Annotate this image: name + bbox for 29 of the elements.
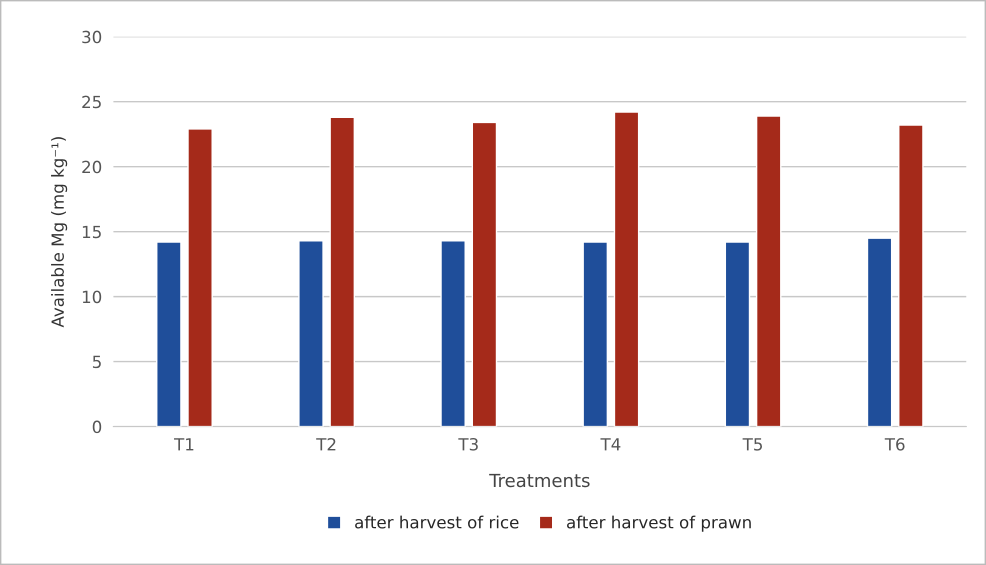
y-tick-label: 15 [82, 226, 101, 238]
bar [866, 237, 892, 427]
y-tick-label: 0 [92, 420, 102, 434]
y-tick-label: 10 [82, 290, 102, 304]
y-tick-label: 25 [82, 96, 101, 108]
bar [756, 115, 782, 427]
bar [440, 240, 466, 427]
x-tick-label: T6 [884, 438, 905, 451]
y-tick-label: 30 [82, 30, 102, 44]
x-tick-label: T1 [174, 438, 194, 450]
x-tick-label: T3 [458, 438, 478, 451]
bar [298, 240, 324, 427]
bar [472, 122, 498, 427]
bar [156, 241, 182, 427]
bar [724, 241, 750, 427]
bar [582, 241, 608, 427]
x-axis-title: Treatments [489, 474, 590, 488]
y-axis-title: Available Mg (mg kg⁻¹) [51, 137, 68, 328]
y-tick-label: 20 [82, 160, 102, 174]
legend-label: after harvest of rice [355, 516, 518, 529]
x-tick-label: T4 [600, 438, 620, 450]
bar [329, 116, 356, 427]
bar [187, 128, 213, 427]
y-tick-label: 5 [92, 356, 101, 368]
x-tick-label: T5 [742, 438, 762, 451]
bar [614, 111, 640, 427]
bar [898, 124, 924, 427]
legend-label: after harvest of prawn [567, 516, 751, 532]
x-tick-label: T2 [316, 438, 336, 450]
